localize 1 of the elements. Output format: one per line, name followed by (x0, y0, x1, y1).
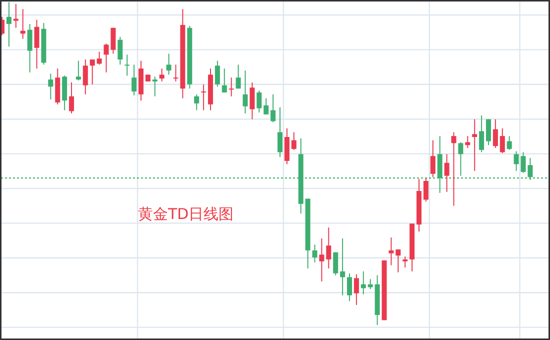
annotation: 黄金TD日线图 (138, 205, 234, 223)
